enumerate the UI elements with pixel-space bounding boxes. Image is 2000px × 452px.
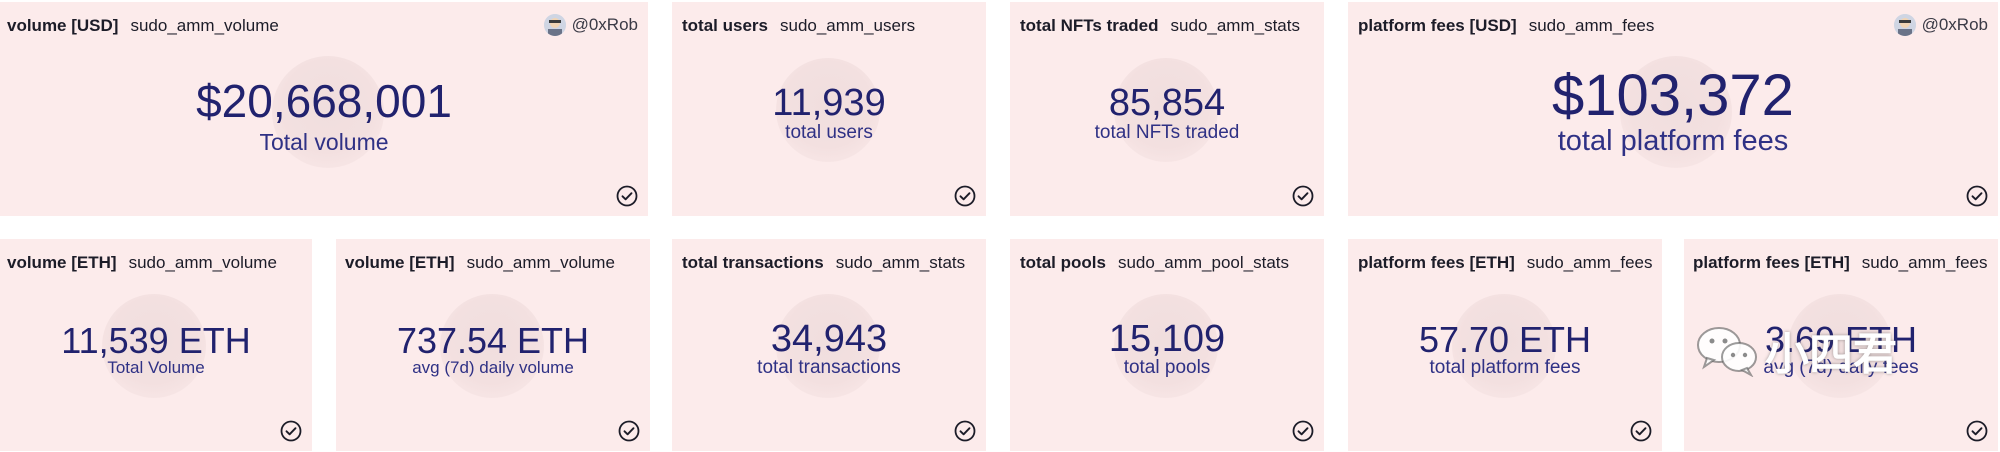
- counter-label: total transactions: [757, 357, 901, 378]
- counter-label: total NFTs traded: [1094, 122, 1240, 143]
- card-platform-fees-eth-daily[interactable]: platform fees [ETH] sudo_amm_fees 3.69 E…: [1684, 239, 1998, 451]
- card-blob-decoration: [776, 58, 880, 162]
- counter-label: total users: [785, 122, 873, 143]
- card-title: volume [ETH]: [7, 253, 117, 272]
- card-query-link[interactable]: sudo_amm_volume: [128, 253, 277, 272]
- counter-label: Total Volume: [107, 358, 205, 377]
- card-header: volume [ETH] sudo_amm_volume: [345, 253, 615, 273]
- card-platform-fees-eth-total[interactable]: platform fees [ETH] sudo_amm_fees 57.70 …: [1348, 239, 1662, 451]
- check-circle-icon: [1966, 420, 1988, 442]
- card-total-nfts-traded[interactable]: total NFTs traded sudo_amm_stats 85,854 …: [1010, 2, 1324, 216]
- card-total-pools[interactable]: total pools sudo_amm_pool_stats 15,109 t…: [1010, 239, 1324, 451]
- card-blob-decoration: [1620, 56, 1732, 168]
- counter-value: 11,539 ETH: [61, 320, 251, 361]
- card-query-link[interactable]: sudo_amm_pool_stats: [1117, 253, 1289, 272]
- counter-value: 85,854: [1108, 82, 1226, 124]
- card-author[interactable]: @0xRob: [1893, 14, 1988, 36]
- card-header: volume [ETH] sudo_amm_volume: [7, 253, 277, 273]
- card-query-link[interactable]: sudo_amm_fees: [1528, 16, 1655, 35]
- card-total-users[interactable]: total users sudo_amm_users 11,939 total …: [672, 2, 986, 216]
- card-title: volume [USD]: [7, 16, 119, 35]
- card-blob-decoration: [440, 294, 544, 398]
- counter-value: 11,939: [772, 82, 886, 124]
- counter-label: avg (7d) daily volume: [412, 358, 574, 377]
- card-query-link[interactable]: sudo_amm_stats: [1170, 16, 1300, 35]
- card-title: platform fees [ETH]: [1693, 253, 1850, 272]
- card-title: total transactions: [682, 253, 824, 272]
- counter-value: 15,109: [1108, 318, 1226, 360]
- counter-value: 34,943: [770, 318, 888, 360]
- card-blob-decoration: [1452, 294, 1556, 398]
- card-header: total pools sudo_amm_pool_stats: [1020, 253, 1289, 273]
- check-circle-icon: [1292, 185, 1314, 207]
- card-header: total NFTs traded sudo_amm_stats: [1020, 16, 1300, 36]
- check-circle-icon: [1966, 185, 1988, 207]
- card-blob-decoration: [1114, 58, 1218, 162]
- counter-label: Total volume: [259, 129, 389, 155]
- author-name: @0xRob: [1921, 15, 1988, 34]
- card-volume-eth-total[interactable]: volume [ETH] sudo_amm_volume 11,539 ETH …: [0, 239, 312, 451]
- card-blob-decoration: [272, 56, 384, 168]
- check-circle-icon: [954, 420, 976, 442]
- card-header: platform fees [USD] sudo_amm_fees: [1358, 16, 1654, 36]
- check-circle-icon: [280, 420, 302, 442]
- card-query-link[interactable]: sudo_amm_volume: [130, 16, 279, 35]
- card-blob-decoration: [1788, 294, 1892, 398]
- counter-label: total platform fees: [1429, 357, 1581, 378]
- card-total-transactions[interactable]: total transactions sudo_amm_stats 34,943…: [672, 239, 986, 451]
- card-platform-fees-usd[interactable]: platform fees [USD] sudo_amm_fees @0xRob…: [1348, 2, 1998, 216]
- card-title: platform fees [USD]: [1358, 16, 1517, 35]
- counter-label: total pools: [1123, 357, 1211, 378]
- card-query-link[interactable]: sudo_amm_volume: [466, 253, 615, 272]
- card-query-link[interactable]: sudo_amm_users: [779, 16, 916, 35]
- counter-value: $20,668,001: [196, 75, 452, 127]
- card-title: total users: [682, 16, 768, 35]
- counter-value: 737.54 ETH: [396, 320, 590, 361]
- card-header: total transactions sudo_amm_stats: [682, 253, 965, 273]
- check-circle-icon: [954, 185, 976, 207]
- counter-label: total platform fees: [1557, 125, 1789, 157]
- author-name: @0xRob: [571, 15, 638, 34]
- check-circle-icon: [1630, 420, 1652, 442]
- counter-label: avg (7d) daily fees: [1763, 357, 1919, 378]
- counter-value: $103,372: [1552, 63, 1794, 128]
- card-header: platform fees [ETH] sudo_amm_fees: [1693, 253, 1987, 273]
- card-header: total users sudo_amm_users: [682, 16, 915, 36]
- card-header: volume [USD] sudo_amm_volume: [7, 16, 279, 36]
- card-title: total NFTs traded: [1020, 16, 1159, 35]
- watermark-text: 小四君: [1765, 330, 1897, 379]
- card-query-link[interactable]: sudo_amm_stats: [835, 253, 966, 272]
- card-title: total pools: [1020, 253, 1106, 272]
- counter-value: 57.70 ETH: [1418, 319, 1592, 360]
- avatar-icon: [1893, 14, 1916, 36]
- check-circle-icon: [1292, 420, 1314, 442]
- card-header: platform fees [ETH] sudo_amm_fees: [1358, 253, 1652, 273]
- avatar-icon: [543, 14, 566, 36]
- card-title: volume [ETH]: [345, 253, 455, 272]
- card-volume-eth-daily[interactable]: volume [ETH] sudo_amm_volume 737.54 ETH …: [336, 239, 650, 451]
- card-title: platform fees [ETH]: [1358, 253, 1515, 272]
- card-blob-decoration: [776, 294, 880, 398]
- wechat-icon: [1695, 323, 1759, 378]
- check-circle-icon: [616, 185, 638, 207]
- card-author[interactable]: @0xRob: [543, 14, 638, 36]
- card-query-link[interactable]: sudo_amm_fees: [1526, 253, 1653, 272]
- counter-value: 3.69 ETH: [1764, 319, 1918, 360]
- card-volume-usd[interactable]: volume [USD] sudo_amm_volume @0xRob $20,…: [0, 2, 648, 216]
- card-query-link[interactable]: sudo_amm_fees: [1861, 253, 1988, 272]
- card-blob-decoration: [102, 294, 206, 398]
- check-circle-icon: [618, 420, 640, 442]
- watermark: 小四君: [1695, 318, 1897, 382]
- card-blob-decoration: [1114, 294, 1218, 398]
